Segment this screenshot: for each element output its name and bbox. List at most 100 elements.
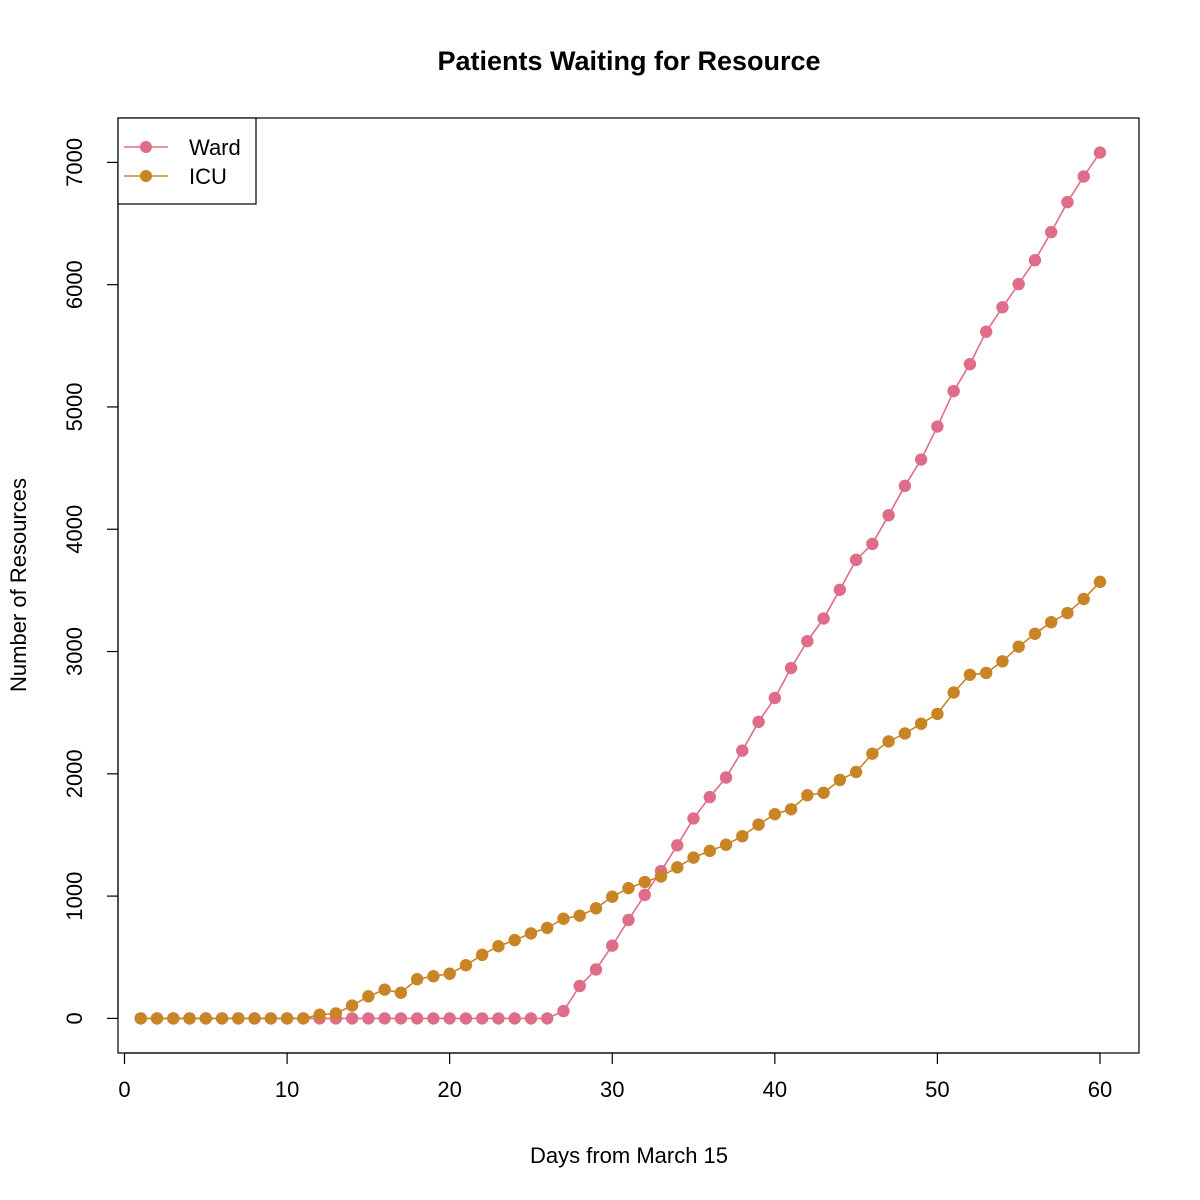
data-point-icu (557, 912, 570, 925)
data-point-icu (183, 1012, 196, 1025)
data-point-ward (817, 612, 830, 625)
data-point-icu (979, 666, 993, 680)
data-point-ward (1061, 195, 1074, 209)
data-point-icu (1045, 615, 1058, 629)
legend-box (117, 117, 257, 205)
data-point-icu (589, 902, 603, 915)
data-point-icu (719, 838, 733, 851)
legend-label-ward: Ward (189, 135, 241, 160)
data-point-ward (394, 1012, 408, 1025)
y-tick-label: 6000 (62, 260, 87, 309)
data-point-icu (264, 1012, 278, 1025)
data-point-ward (882, 508, 895, 522)
data-point-icu (866, 747, 879, 760)
data-point-icu (996, 655, 1009, 668)
data-point-ward (979, 325, 993, 338)
data-point-ward (557, 1004, 570, 1018)
y-tick-label: 7000 (62, 138, 87, 187)
data-point-ward (638, 888, 651, 902)
data-point-ward (410, 1012, 424, 1025)
data-point-icu (134, 1012, 147, 1025)
x-tick-label: 20 (437, 1077, 461, 1102)
x-tick-label: 40 (763, 1077, 787, 1102)
data-point-icu (378, 983, 391, 996)
data-point-icu (638, 875, 651, 889)
data-point-icu (1028, 627, 1042, 641)
x-axis: 0 10 20 30 40 50 60 (118, 1052, 1112, 1102)
data-point-ward (784, 661, 798, 675)
data-point-icu (882, 735, 895, 748)
data-point-ward (1028, 254, 1042, 267)
data-point-icu (541, 921, 554, 935)
data-point-icu (248, 1012, 261, 1025)
data-point-icu (394, 986, 408, 999)
y-axis-label: Number of Resources (6, 478, 31, 692)
data-point-icu (443, 967, 456, 980)
data-point-icu (508, 933, 521, 947)
series-line-ward (140, 152, 1101, 1020)
data-point-icu (736, 829, 749, 843)
data-point-icu (232, 1012, 245, 1025)
data-point-ward (589, 963, 603, 976)
data-point-icu (280, 1012, 294, 1025)
data-point-icu (199, 1012, 212, 1025)
data-point-icu (573, 909, 586, 922)
x-tick-label: 60 (1088, 1077, 1112, 1102)
data-point-icu (817, 786, 830, 799)
data-point-icu (215, 1012, 229, 1025)
data-point-ward (622, 913, 635, 927)
data-point-ward (1077, 170, 1090, 183)
data-point-icu (313, 1008, 326, 1021)
data-point-ward (914, 453, 928, 466)
data-point-ward (443, 1012, 456, 1025)
data-point-icu (297, 1012, 310, 1025)
data-point-icu (654, 870, 668, 883)
data-point-icu (931, 707, 944, 721)
data-point-icu (703, 844, 716, 858)
legend-label-icu: ICU (189, 164, 227, 189)
data-point-ward (541, 1012, 554, 1025)
legend-marker-ward (140, 141, 152, 153)
data-point-icu (167, 1012, 180, 1025)
plot-area (117, 117, 1140, 1054)
data-point-icu (801, 789, 814, 802)
data-point-icu (345, 999, 359, 1012)
data-point-icu (1012, 640, 1025, 653)
data-point-icu (947, 686, 960, 699)
data-point-icu (427, 970, 440, 983)
data-point-ward (898, 479, 912, 493)
data-point-ward (849, 553, 863, 567)
data-point-icu (475, 948, 489, 962)
y-tick-label: 5000 (62, 382, 87, 431)
y-tick-label: 1000 (62, 872, 87, 921)
data-point-ward (345, 1012, 359, 1025)
data-point-ward (362, 1012, 375, 1025)
data-point-ward (427, 1012, 440, 1025)
data-point-ward (752, 715, 765, 729)
data-point-icu (622, 881, 635, 895)
data-point-ward (801, 634, 814, 648)
x-tick-label: 0 (118, 1077, 130, 1102)
x-tick-label: 10 (275, 1077, 299, 1102)
data-point-ward (703, 790, 716, 804)
data-point-icu (329, 1007, 343, 1020)
data-point-ward (1012, 277, 1025, 291)
data-point-ward (719, 771, 733, 784)
data-point-ward (833, 583, 847, 596)
data-point-icu (606, 890, 619, 903)
data-point-icu (150, 1012, 164, 1025)
data-point-icu (914, 717, 928, 730)
data-point-icu (459, 958, 473, 972)
data-point-ward (736, 744, 749, 757)
data-point-ward (996, 301, 1009, 314)
data-point-ward (573, 979, 586, 993)
y-tick-label: 3000 (62, 627, 87, 676)
y-axis: 0 1000 2000 3000 4000 5000 6000 7000 (62, 138, 119, 1025)
data-point-icu (1093, 575, 1107, 589)
chart-title: Patients Waiting for Resource (437, 46, 820, 76)
data-point-ward (378, 1012, 391, 1025)
legend: Ward ICU (117, 117, 257, 205)
data-point-ward (1045, 225, 1058, 239)
x-tick-label: 50 (925, 1077, 949, 1102)
